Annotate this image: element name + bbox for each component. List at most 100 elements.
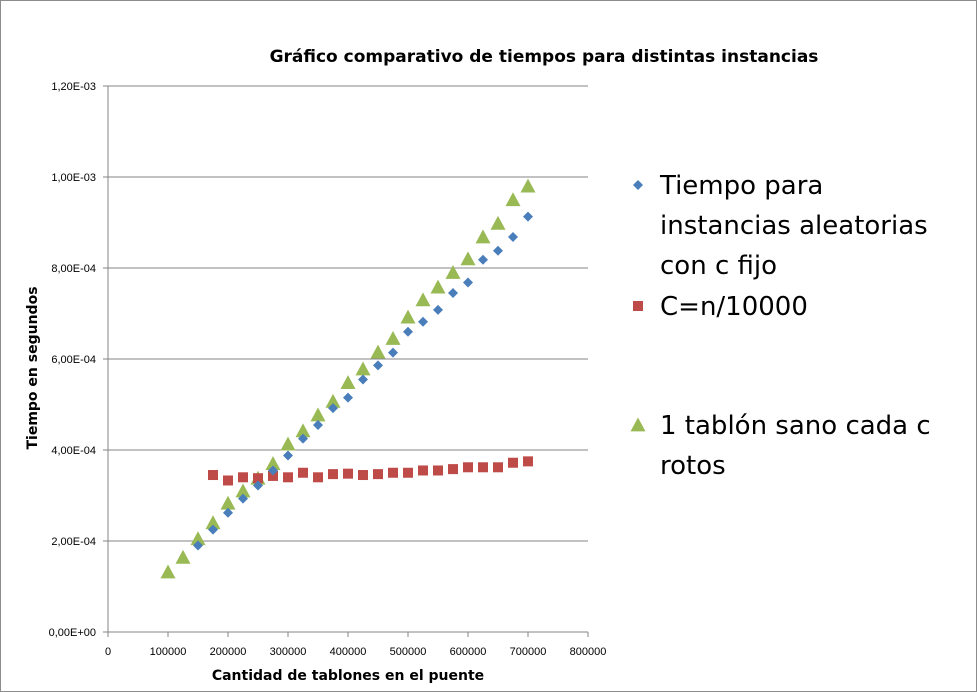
legend: Tiempo para instancias aleatorias con c fi…: [630, 171, 931, 481]
point-triangle: [265, 456, 281, 471]
point-diamond: [328, 403, 338, 414]
point-square: [478, 462, 488, 473]
point-diamond: [523, 211, 533, 222]
point-square: [388, 467, 398, 478]
y-tick-label: 8,00E-04: [51, 263, 96, 275]
point-square: [403, 467, 413, 478]
point-triangle: [370, 344, 386, 359]
x-tick-label: 700000: [510, 646, 547, 658]
x-tick-label: 400000: [330, 646, 367, 658]
point-diamond: [403, 326, 413, 337]
point-diamond: [478, 254, 488, 265]
point-square: [208, 470, 218, 481]
legend-marker-square: [633, 301, 643, 311]
y-tick-label: 1,20E-03: [51, 81, 96, 93]
point-square: [328, 469, 338, 480]
point-triangle: [190, 531, 206, 546]
point-square: [373, 469, 383, 480]
point-triangle: [325, 393, 341, 408]
point-square: [463, 462, 473, 473]
point-diamond: [508, 232, 518, 243]
point-diamond: [448, 288, 458, 299]
point-diamond: [298, 433, 308, 444]
point-diamond: [208, 524, 218, 535]
point-diamond: [238, 493, 248, 504]
gridlines: [108, 85, 588, 542]
point-triangle: [175, 549, 191, 564]
point-square: [358, 470, 368, 481]
point-square: [283, 472, 293, 483]
point-diamond: [268, 465, 278, 476]
point-square: [253, 473, 263, 484]
chart-title: Gráfico comparativo de tiempos para dist…: [270, 47, 819, 67]
point-diamond: [358, 374, 368, 385]
point-diamond: [493, 245, 503, 256]
point-square: [493, 462, 503, 473]
point-triangle: [430, 279, 446, 294]
y-axis-title: Tiempo en segundos: [25, 286, 41, 449]
point-square: [268, 470, 278, 481]
point-triangle: [445, 265, 461, 279]
point-triangle: [400, 309, 416, 324]
point-triangle: [295, 423, 311, 438]
point-triangle: [205, 515, 221, 530]
point-square: [448, 464, 458, 475]
x-tick-label: 600000: [450, 646, 487, 658]
legend-label: instancias aleatorias: [660, 211, 928, 241]
x-axis-title: Cantidad de tablones en el puente: [212, 668, 484, 684]
point-diamond: [433, 304, 443, 315]
x-tick-label: 200000: [210, 646, 247, 658]
tick-labels: 0,00E+00 2,00E-04 4,00E-04 6,00E-04 8,00E-04…: [49, 81, 607, 658]
point-triangle: [415, 292, 431, 307]
point-triangle: [520, 178, 536, 193]
point-triangle: [355, 361, 371, 376]
point-triangle: [160, 564, 176, 579]
y-tick-label: 1,00E-03: [51, 172, 96, 184]
legend-label: 1 tablón sano cada c: [660, 411, 931, 441]
legend-marker-diamond: [633, 180, 643, 190]
y-tick-label: 6,00E-04: [51, 354, 96, 366]
y-tick-label: 4,00E-04: [51, 445, 96, 457]
point-triangle: [235, 483, 251, 498]
legend-label: rotos: [660, 451, 726, 481]
point-square: [418, 465, 428, 476]
point-square: [223, 475, 233, 486]
point-square: [433, 465, 443, 476]
point-triangle: [220, 495, 236, 510]
data-marks: [160, 178, 536, 579]
point-square: [313, 472, 323, 483]
x-tick-label: 0: [105, 646, 111, 658]
point-diamond: [223, 507, 233, 518]
y-tick-label: 2,00E-04: [51, 536, 96, 548]
point-triangle: [505, 192, 521, 207]
point-triangle: [475, 229, 491, 244]
point-square: [508, 457, 518, 468]
point-triangle: [340, 375, 356, 390]
point-triangle: [385, 331, 401, 345]
legend-marker-triangle: [630, 417, 646, 432]
point-diamond: [193, 540, 203, 551]
legend-label: Tiempo para: [659, 171, 823, 201]
point-diamond: [313, 419, 323, 430]
x-tick-label: 100000: [150, 646, 187, 658]
point-diamond: [373, 360, 383, 371]
point-square: [238, 472, 248, 483]
point-square: [298, 467, 308, 478]
point-diamond: [343, 392, 353, 403]
x-tick-label: 500000: [390, 646, 427, 658]
axes: [103, 85, 589, 637]
point-triangle: [310, 407, 326, 422]
point-triangle: [280, 436, 296, 451]
y-tick-label: 0,00E+00: [49, 627, 96, 639]
point-square: [343, 468, 353, 479]
point-diamond: [253, 480, 263, 491]
point-diamond: [418, 316, 428, 327]
point-square: [523, 456, 533, 467]
x-tick-label: 300000: [270, 646, 307, 658]
legend-label: con c fijo: [660, 251, 777, 281]
point-diamond: [388, 347, 398, 358]
legend-label: C=n/10000: [660, 292, 808, 322]
x-tick-label: 800000: [570, 646, 607, 658]
point-diamond: [463, 277, 473, 288]
